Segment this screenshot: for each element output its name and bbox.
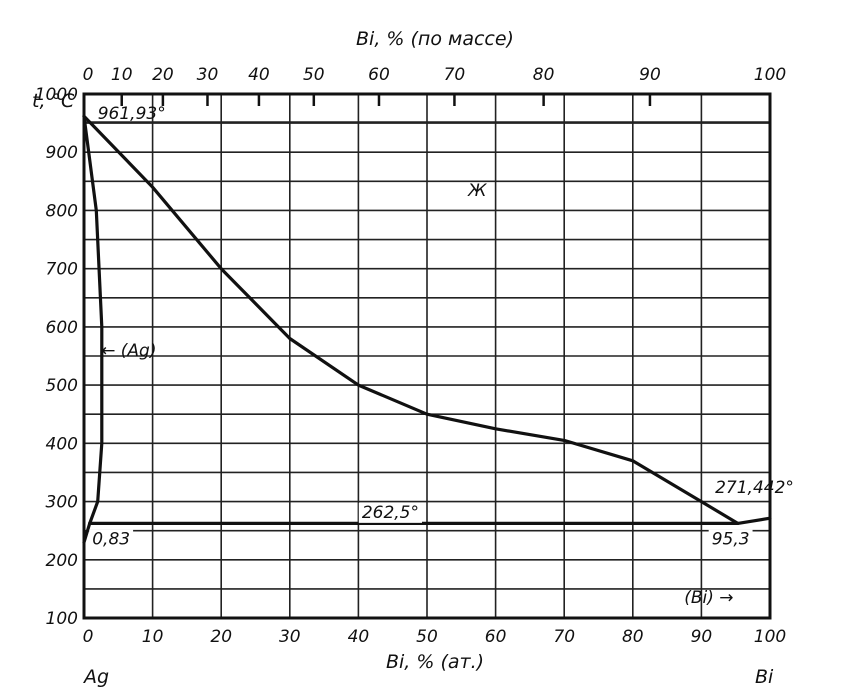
top-axis-ticks [120, 94, 652, 106]
liquidus-curve [82, 114, 772, 526]
corner-label-bi: Bi [755, 666, 774, 688]
y-tick-label: 300 [46, 493, 78, 513]
annotation-label: 0,83 [92, 530, 130, 550]
top-tick-label: 50 [303, 65, 325, 85]
annotation-label-bg [89, 529, 134, 550]
top-tick-label: 60 [368, 65, 390, 85]
x-tick-label: 50 [416, 627, 438, 647]
annotation-label-bg [708, 529, 753, 550]
x-tick-label: 80 [622, 627, 644, 647]
x-tick-label: 20 [210, 627, 232, 647]
top-tick-label: 10 [111, 65, 133, 85]
top-tick-label: 30 [197, 65, 219, 85]
annotation-label: ← (Ag) [101, 341, 156, 361]
x-tick-label: 60 [485, 627, 507, 647]
annotation-label: (Bi) → [684, 588, 733, 608]
x-tick-label: 100 [754, 627, 786, 647]
corner-label-ag: Ag [82, 666, 109, 688]
y-tick-label: 900 [46, 143, 78, 163]
x-tick-label: 0 [83, 627, 94, 647]
annotation-label: Ж [467, 181, 487, 201]
tick-labels: 0 10 20 30 40 50 60 70 80 90 100100200300400500600… [35, 65, 786, 647]
y-tick-label: 700 [46, 260, 78, 280]
y-axis-label: t, °C [32, 90, 75, 112]
y-tick-label: 100 [46, 609, 78, 629]
bottom-axis-label: Bi, % (ат.) [386, 651, 484, 673]
annotation-label: 961,93° [98, 104, 166, 124]
x-tick-label: 40 [348, 627, 370, 647]
annotation-label: 271,442° [715, 478, 794, 498]
y-tick-label: 600 [46, 318, 78, 338]
solidus-curve [82, 114, 104, 526]
annotation-label: 262,5° [362, 503, 419, 523]
top-tick-label: 20 [152, 65, 174, 85]
x-tick-label: 10 [142, 627, 164, 647]
x-tick-label: 90 [691, 627, 713, 647]
solvus-curve [82, 521, 92, 544]
y-tick-label: 500 [46, 376, 78, 396]
top-tick-label: 90 [639, 65, 661, 85]
y-tick-label: 200 [46, 551, 78, 571]
annotation-label: 95,3 [712, 530, 750, 550]
top-axis-label: Bi, % (по массе) [356, 28, 514, 50]
grid-lines [84, 93, 770, 618]
curves [82, 114, 772, 544]
x-tick-label: 30 [279, 627, 301, 647]
top-tick-label: 70 [444, 65, 466, 85]
y-tick-label: 400 [46, 434, 78, 454]
top-tick-label: 80 [533, 65, 555, 85]
top-tick-label: 0 [83, 65, 94, 85]
x-tick-label: 70 [553, 627, 575, 647]
annotations: 961,93° Ж ← (Ag) 262,5° 0,83 95,3 271,442° (Bi)… [89, 104, 794, 608]
plot-frame [82, 92, 772, 620]
top-tick-label: 40 [248, 65, 270, 85]
y-tick-label: 1000 [35, 85, 78, 105]
annotation-label-bg [358, 502, 423, 523]
top-tick-label: 100 [754, 65, 786, 85]
y-tick-label: 800 [46, 201, 78, 221]
